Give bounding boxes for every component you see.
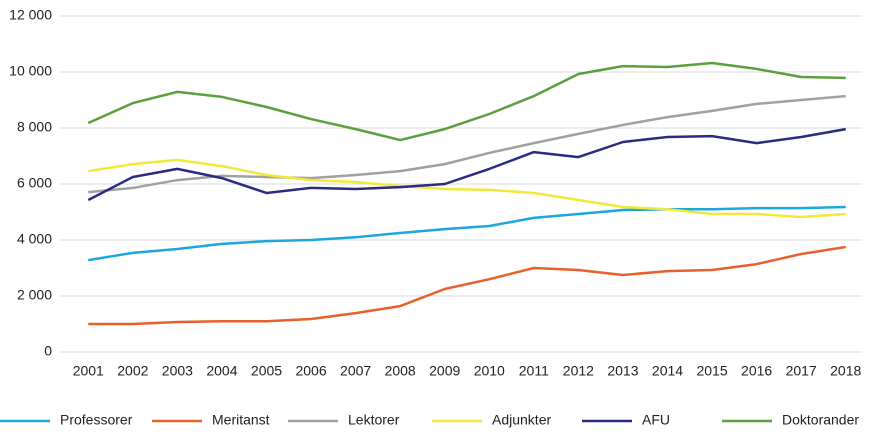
legend-label: Adjunkter <box>492 412 551 428</box>
x-tick-label: 2004 <box>206 363 237 379</box>
x-tick-label: 2012 <box>563 363 594 379</box>
series-line <box>87 61 846 142</box>
x-tick-label: 2015 <box>696 363 727 379</box>
series-line <box>87 127 846 202</box>
legend-label: Lektorer <box>348 412 400 428</box>
y-tick-label: 12 000 <box>9 7 52 23</box>
legend-label: Professorer <box>60 412 133 428</box>
y-tick-label: 6 000 <box>17 175 52 191</box>
series-line <box>88 245 846 326</box>
y-tick-label: 4 000 <box>17 231 52 247</box>
x-tick-label: 2013 <box>607 363 638 379</box>
x-tick-label: 2003 <box>162 363 193 379</box>
x-tick-label: 2014 <box>652 363 683 379</box>
x-tick-label: 2001 <box>73 363 104 379</box>
legend-label: Meritanst <box>212 412 270 428</box>
y-tick-label: 10 000 <box>9 63 52 79</box>
x-tick-label: 2017 <box>786 363 817 379</box>
x-tick-label: 2002 <box>117 363 148 379</box>
series-line <box>88 158 846 219</box>
x-tick-label: 2010 <box>474 363 505 379</box>
y-tick-label: 8 000 <box>17 119 52 135</box>
x-tick-label: 2005 <box>251 363 282 379</box>
x-tick-label: 2016 <box>741 363 772 379</box>
legend-label: AFU <box>642 412 670 428</box>
x-tick-label: 2009 <box>429 363 460 379</box>
x-tick-label: 2006 <box>295 363 326 379</box>
x-tick-label: 2007 <box>340 363 371 379</box>
series-line <box>88 205 846 262</box>
legend-label: Doktorander <box>782 412 859 428</box>
x-tick-label: 2018 <box>830 363 861 379</box>
x-tick-label: 2011 <box>519 363 549 379</box>
y-tick-label: 0 <box>44 343 52 359</box>
x-tick-label: 2008 <box>385 363 416 379</box>
y-tick-label: 2 000 <box>17 287 52 303</box>
